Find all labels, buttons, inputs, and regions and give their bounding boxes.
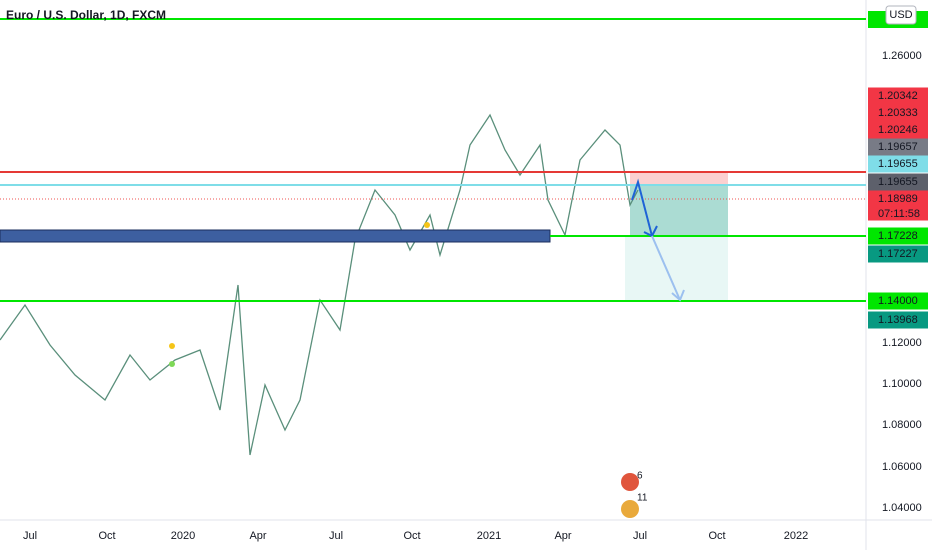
price-tag-label: 1.20246 — [878, 124, 918, 136]
time-label: Jul — [633, 530, 647, 542]
event-icon — [621, 473, 639, 491]
time-label: Oct — [403, 530, 420, 542]
price-tag — [868, 104, 928, 122]
price-tag — [868, 311, 928, 329]
time-label: Apr — [554, 530, 571, 542]
marker — [424, 222, 430, 228]
price-tag-label: 1.18989 — [878, 193, 918, 205]
currency-button[interactable] — [885, 5, 917, 25]
time-label: Jul — [23, 530, 37, 542]
price-tick-label: 1.12000 — [882, 337, 922, 349]
price-tag-label: 1.20333 — [878, 107, 918, 119]
price-tag-label: 1.17228 — [878, 230, 918, 242]
time-label: Apr — [249, 530, 266, 542]
price-tag-label: 1.13968 — [878, 314, 918, 326]
price-tag — [868, 121, 928, 139]
price-tag-label: 1.19655 — [878, 176, 918, 188]
price-tag — [868, 190, 928, 221]
marker — [169, 361, 175, 367]
price-tag — [868, 155, 928, 173]
price-tag-label: 1.17227 — [878, 248, 918, 260]
currency[interactable]: USD — [889, 9, 912, 21]
time-label: 2020 — [171, 530, 195, 542]
price-tag — [868, 292, 928, 310]
price-tag — [868, 245, 928, 263]
price-tag-label: 1.19655 — [878, 158, 918, 170]
price-tick-label: 1.26000 — [882, 50, 922, 62]
price-tag-label: 1.19657 — [878, 141, 918, 153]
time-label: 2021 — [477, 530, 501, 542]
zone-rect — [0, 229, 551, 243]
price-tick-label: 1.10000 — [882, 378, 922, 390]
price-tag — [868, 138, 928, 156]
event-icon — [621, 500, 639, 518]
arrow — [651, 235, 681, 301]
time-label: Oct — [98, 530, 115, 542]
symbol-title: Euro / U.S. Dollar, 1D, FXCM — [6, 8, 166, 22]
extended-zone — [625, 236, 728, 300]
arrow — [631, 178, 653, 237]
price-path — [0, 113, 639, 456]
price-tag — [868, 173, 928, 191]
price-tick-label: 1.04000 — [882, 502, 922, 514]
marker — [169, 343, 175, 349]
price-tag — [868, 227, 928, 245]
time-label: Oct — [708, 530, 725, 542]
price-tick-label: 1.06000 — [882, 461, 922, 473]
price-tick-label: 1.08000 — [882, 419, 922, 431]
event-count: 11 — [637, 493, 648, 504]
plot-area — [0, 0, 866, 520]
arrow-head — [671, 289, 685, 302]
countdown: 07:11:58 — [878, 208, 920, 220]
price-tag — [868, 87, 928, 105]
price-tag-label: 1.20342 — [878, 90, 918, 102]
price-tag-label: 1.14000 — [878, 295, 918, 307]
time-label: Jul — [329, 530, 343, 542]
stop-zone — [630, 172, 728, 185]
event-count: 6 — [637, 471, 643, 482]
time-label: 2022 — [784, 530, 808, 542]
